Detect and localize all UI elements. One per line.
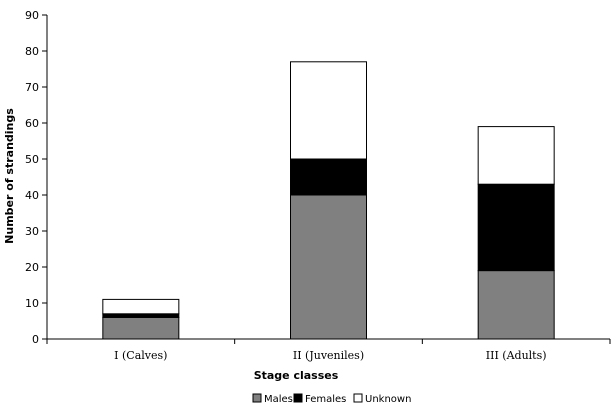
legend: Males Females Unknown — [252, 393, 411, 405]
y-tick-label: 80 — [25, 45, 39, 58]
y-tick-label: 40 — [25, 189, 39, 202]
bar-segment-females — [102, 313, 180, 318]
legend-label-females: Females — [305, 394, 346, 405]
y-tick-label: 60 — [25, 117, 39, 130]
x-category-labels: I (Calves) II (Juveniles) III (Adults) — [114, 349, 546, 362]
bar-segment-females — [477, 183, 555, 272]
legend-label-unknown: Unknown — [365, 394, 411, 405]
x-category-label: I (Calves) — [114, 349, 167, 362]
y-axis-title: Number of strandings — [3, 108, 16, 244]
bar-segment-unknown — [290, 61, 367, 160]
bars-group — [102, 61, 555, 340]
bar-segment-unknown — [102, 298, 180, 315]
x-category-label: III (Adults) — [486, 349, 547, 362]
y-tick-label: 70 — [25, 81, 39, 94]
y-tick-label: 0 — [32, 333, 39, 346]
legend-swatch-males — [252, 393, 262, 403]
y-tick-label: 50 — [25, 153, 39, 166]
bar-segment-males — [102, 316, 180, 340]
y-tick-label: 90 — [25, 9, 39, 22]
bar-segment-males — [290, 194, 367, 340]
y-tick-label: 10 — [25, 297, 39, 310]
x-category-label: II (Juveniles) — [293, 349, 364, 362]
y-tick-label: 20 — [25, 261, 39, 274]
legend-swatch-unknown — [353, 393, 363, 403]
y-ticks-group: 0 10 20 30 40 50 60 70 80 90 — [25, 9, 611, 346]
bar-segment-males — [477, 270, 555, 340]
legend-swatch-females — [293, 393, 303, 403]
bar-segment-unknown — [477, 126, 555, 185]
y-tick-label: 30 — [25, 225, 39, 238]
legend-label-males: Males — [264, 394, 293, 405]
x-axis-title: Stage classes — [254, 369, 339, 382]
bar-segment-females — [290, 158, 367, 196]
